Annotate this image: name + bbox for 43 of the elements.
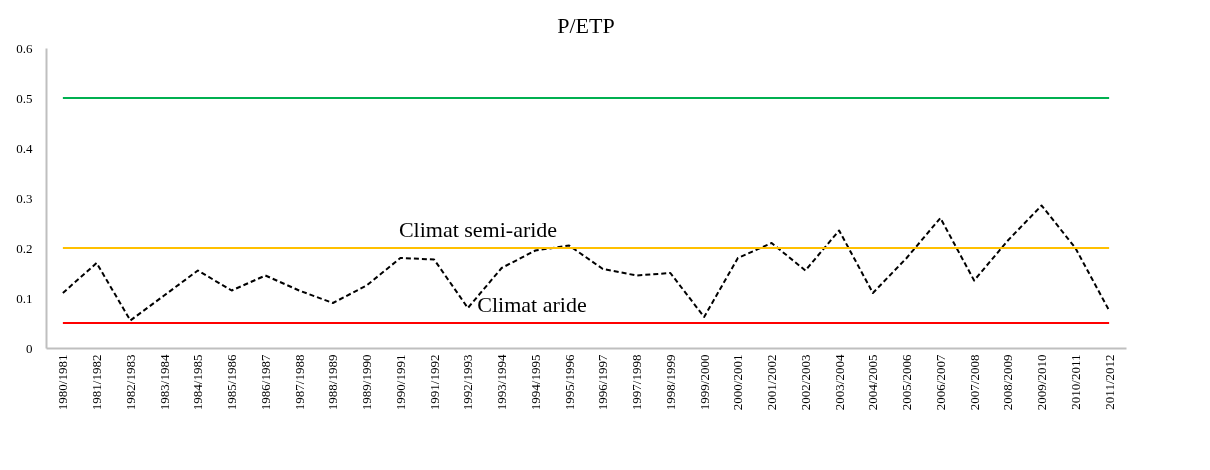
x-tick-label: 1997/1998 [629,354,645,411]
x-tick-label: 2008/2009 [1000,354,1016,411]
x-tick-label: 2007/2008 [966,354,982,411]
x-tick-label: 2000/2001 [730,354,746,411]
y-tick-label: 0.2 [16,240,33,256]
x-tick-label: 2010/2011 [1067,354,1083,410]
x-tick-label: 1991/1992 [426,354,442,411]
chart-title: P/ETP [557,13,615,38]
x-tick-label: 1999/2000 [696,354,712,411]
y-tick-label: 0.6 [16,40,33,56]
x-tick-label: 2001/2002 [764,354,780,411]
x-tick-label: 1995/1996 [561,354,577,411]
x-tick-label: 2002/2003 [797,354,813,411]
x-tick-label: 1998/1999 [662,354,678,411]
x-tick-label: 2009/2010 [1034,354,1050,411]
x-tick-label: 1986/1987 [257,354,273,411]
x-tick-label: 1984/1985 [190,354,206,411]
x-tick-label: 1983/1984 [156,354,172,411]
x-tick-label: 1985/1986 [224,354,240,411]
line-series [61,204,1111,322]
x-tick-label: 1993/1994 [494,354,510,411]
x-tick-label: 2006/2007 [932,354,948,411]
x-tick-label: 1982/1983 [122,354,138,411]
x-tick-label: 1996/1997 [595,354,611,411]
y-tick-label: 0.3 [16,190,33,206]
x-tick-label: 1980/1981 [55,354,71,411]
x-tick-label: 1990/1991 [392,354,408,411]
x-tick-label: 1988/1989 [325,354,341,411]
x-tick-label: 2005/2006 [899,354,915,411]
ref-line-label: Climat aride [477,292,587,317]
y-tick-label: 0.1 [16,290,33,306]
x-tick-label: 1987/1988 [291,354,307,411]
y-tick-label: 0.4 [16,140,33,156]
x-tick-label: 2003/2004 [831,354,847,411]
x-tick-label: 1989/1990 [359,354,375,411]
x-tick-label: 1992/1993 [460,354,476,411]
x-tick-label: 2004/2005 [865,354,881,411]
x-tick-label: 1981/1982 [89,354,105,411]
y-tick-label: 0 [26,340,33,356]
x-tick-label: 1994/1995 [527,354,543,411]
y-tick-label: 0.5 [16,90,33,106]
x-tick-label: 2011/2012 [1101,354,1117,410]
ref-line-label: Climat semi-aride [398,217,558,242]
